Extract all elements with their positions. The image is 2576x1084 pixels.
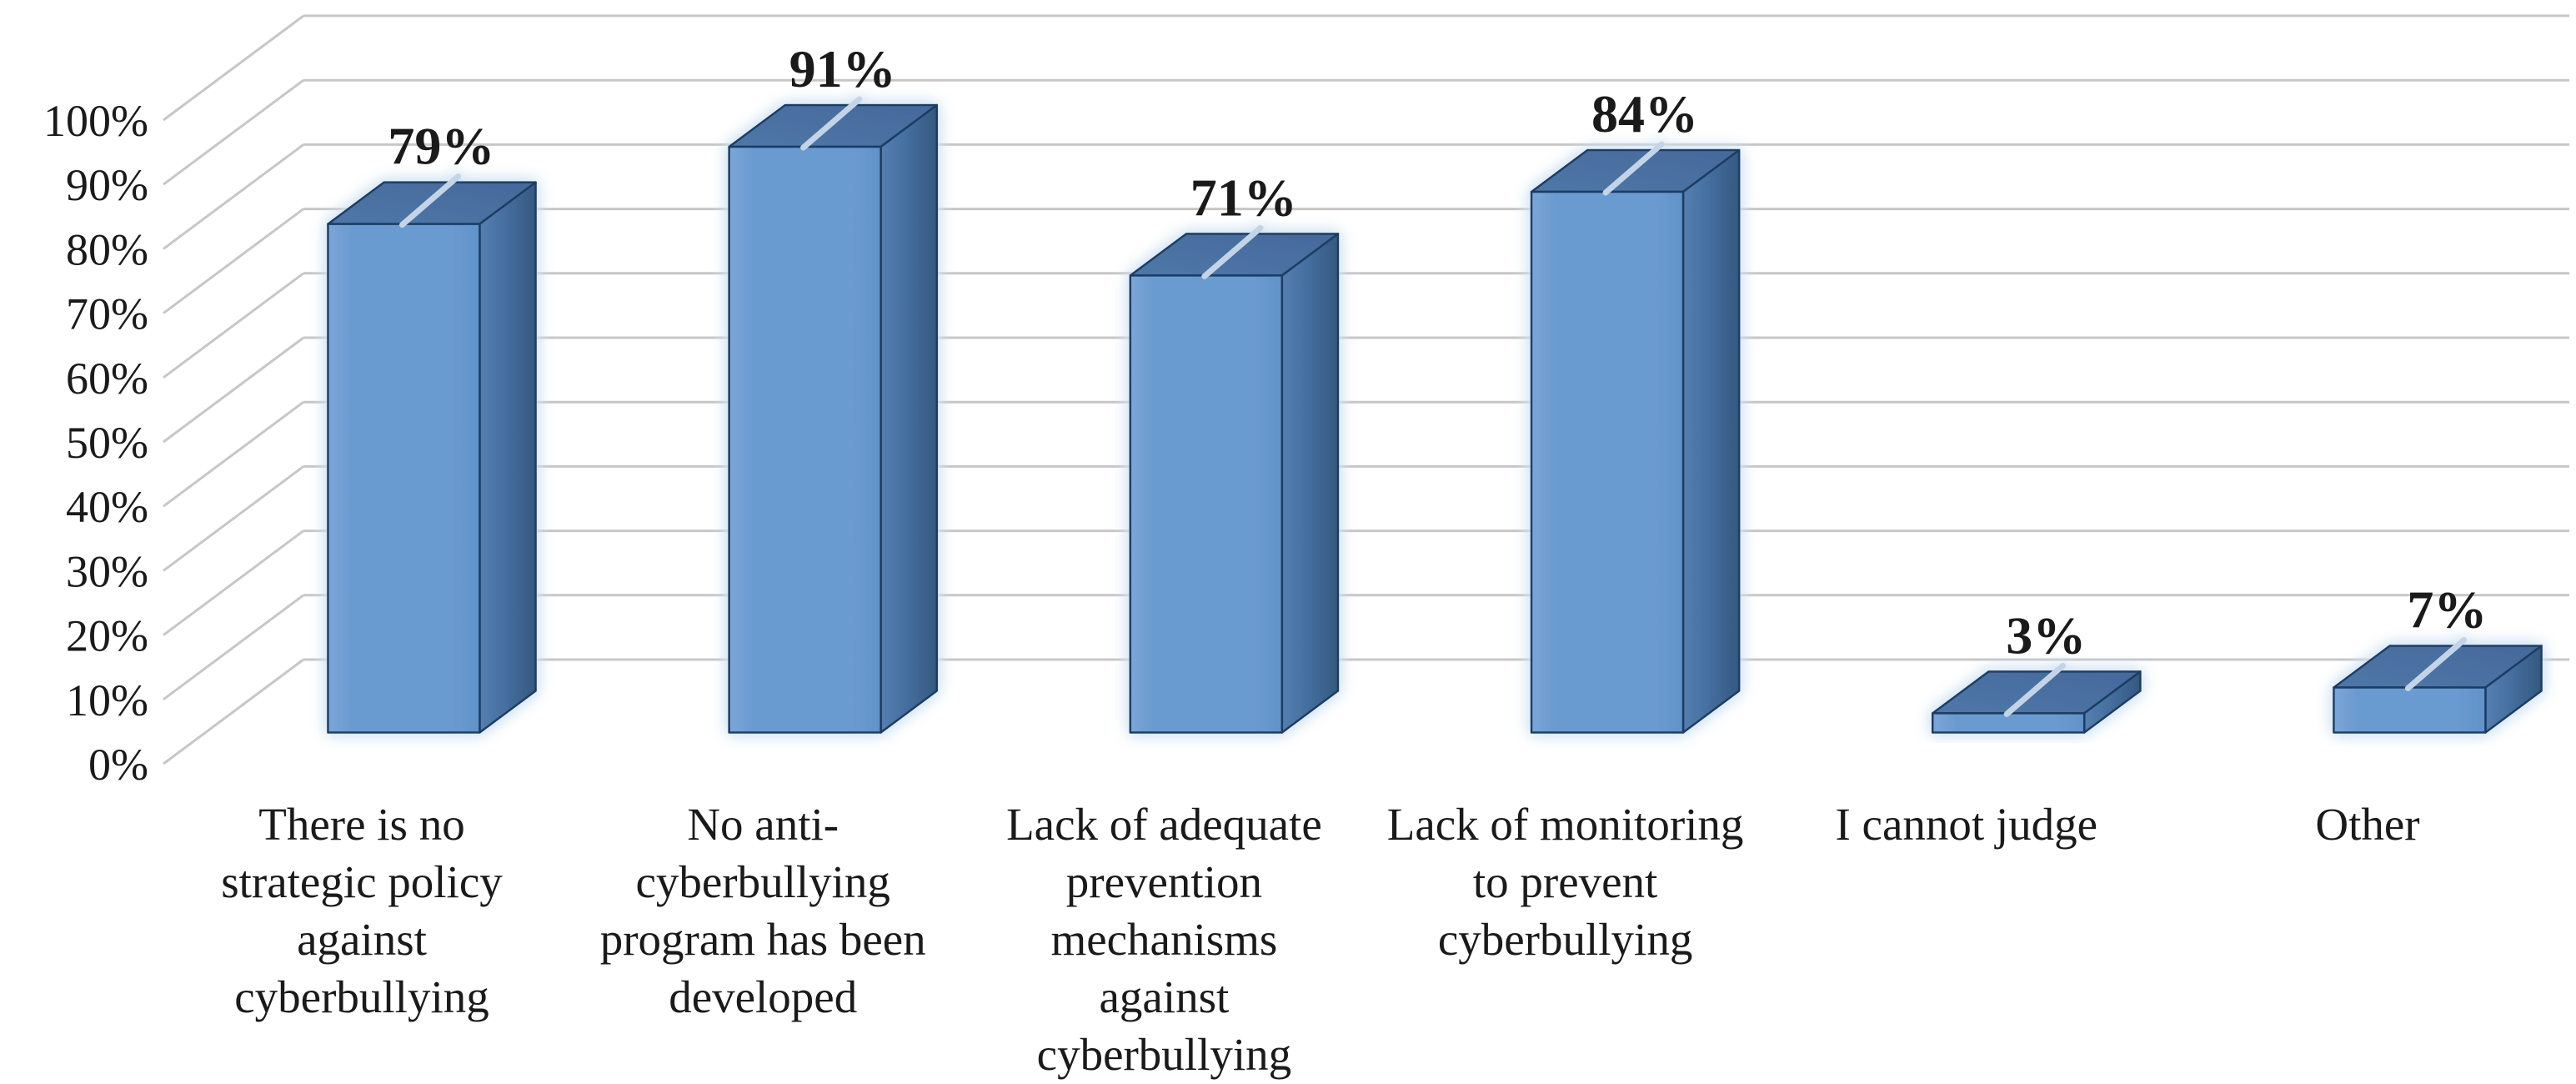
bar-0 bbox=[327, 173, 537, 734]
bar-side-face bbox=[1681, 148, 1741, 734]
y-axis-tick-label-0: 0% bbox=[88, 740, 148, 790]
gridline-diagonal-10 bbox=[163, 594, 304, 701]
bar-top-tick-line bbox=[1201, 224, 1264, 279]
data-label-5: 7% bbox=[2407, 580, 2487, 639]
gridline-diagonal-80 bbox=[163, 143, 304, 250]
bar-front-face bbox=[1530, 190, 1685, 734]
data-label-1: 91% bbox=[789, 39, 896, 98]
gridline-diagonal-90 bbox=[163, 78, 304, 186]
category-label-3: Lack of monitoring to prevent cyberbullyin… bbox=[1387, 799, 1744, 965]
bar-top-tick-line bbox=[2003, 662, 2066, 717]
category-label-4: I cannot judge bbox=[1835, 799, 2097, 850]
y-axis-tick-label-50: 50% bbox=[66, 418, 148, 468]
bar-side-face bbox=[1280, 233, 1340, 734]
bar-top-tick-line bbox=[1602, 141, 1665, 196]
bar-top-tick-line bbox=[2404, 636, 2468, 691]
bar-side-face bbox=[880, 103, 939, 734]
y-axis-tick-label-70: 70% bbox=[66, 289, 148, 339]
data-label-4: 3% bbox=[2006, 605, 2086, 665]
x-axis-category-labels: There is no strategic policy against cyberb… bbox=[221, 799, 2419, 1080]
data-label-3: 84% bbox=[1591, 84, 1698, 143]
bar-front-face bbox=[728, 145, 882, 734]
gridline-diagonal-30 bbox=[163, 465, 304, 572]
data-label-2: 71% bbox=[1190, 168, 1297, 227]
bar-1 bbox=[728, 96, 939, 734]
bar-front-face bbox=[1129, 274, 1284, 734]
bar-3 bbox=[1530, 141, 1741, 734]
bar-4 bbox=[1931, 662, 2142, 734]
gridline-diagonal-20 bbox=[163, 529, 304, 636]
bars: 79% 91% 71% 84% 3% 7% bbox=[327, 39, 2543, 734]
y-axis-tick-label-90: 90% bbox=[66, 160, 148, 210]
category-label-5: Other bbox=[2315, 799, 2419, 850]
gridline-diagonal-100 bbox=[163, 14, 304, 122]
y-axis: 0% 10% 20% 30% 40% 50% 60% 70% 80% 90% 100% bbox=[43, 96, 148, 790]
gridline-diagonal-50 bbox=[163, 336, 304, 444]
bar-front-face bbox=[2333, 686, 2487, 734]
y-axis-tick-label-30: 30% bbox=[66, 546, 148, 596]
y-axis-tick-label-20: 20% bbox=[66, 611, 148, 661]
bar-top-tick-line bbox=[800, 96, 863, 151]
y-axis-tick-label-60: 60% bbox=[66, 354, 148, 404]
bar-side-face bbox=[479, 181, 537, 734]
data-label-0: 79% bbox=[388, 117, 494, 176]
gridline-diagonal-60 bbox=[163, 272, 304, 379]
bar-2 bbox=[1129, 224, 1340, 734]
category-label-2: Lack of adequate prevention mechanisms agai… bbox=[1006, 799, 1322, 1080]
bar-front-face bbox=[327, 223, 481, 734]
y-axis-tick-label-40: 40% bbox=[66, 482, 148, 532]
gridline-diagonal-0 bbox=[163, 658, 304, 765]
y-axis-tick-label-80: 80% bbox=[66, 224, 148, 274]
bar-5 bbox=[2333, 636, 2543, 734]
y-axis-tick-label-10: 10% bbox=[66, 675, 148, 725]
y-axis-tick-label-100: 100% bbox=[43, 96, 148, 146]
category-label-0: There is no strategic policy against cyberb… bbox=[221, 799, 503, 1022]
gridline-diagonal-40 bbox=[163, 400, 304, 508]
gridlines bbox=[163, 14, 2569, 765]
gridline-diagonal-70 bbox=[163, 208, 304, 314]
category-label-1: No anti-cyberbullying program has been dev… bbox=[600, 799, 926, 1022]
bar-top-tick-line bbox=[398, 173, 462, 228]
